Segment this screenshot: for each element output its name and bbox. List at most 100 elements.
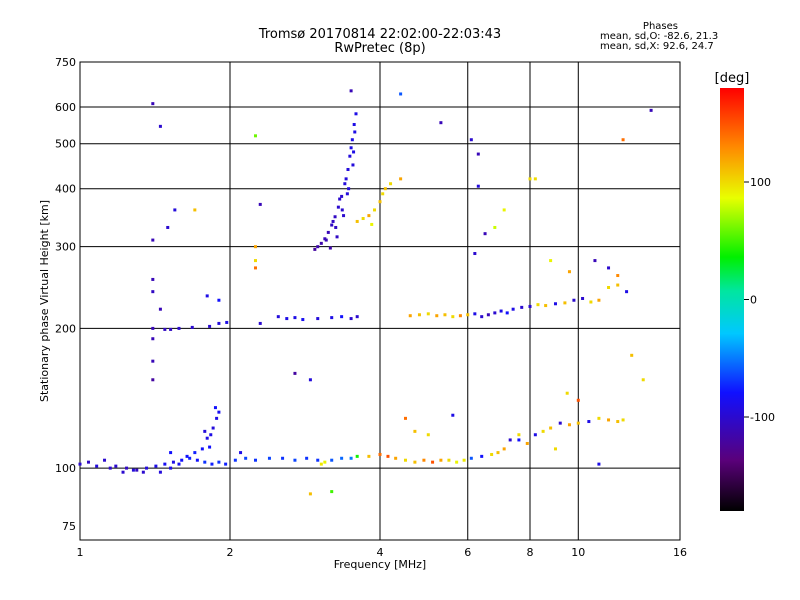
data-point — [217, 460, 221, 464]
data-point — [185, 454, 189, 458]
data-point — [319, 462, 323, 466]
data-point — [348, 154, 352, 158]
data-point — [496, 451, 500, 455]
data-point — [480, 454, 484, 458]
data-point — [439, 121, 443, 125]
data-point — [166, 225, 170, 229]
data-point — [505, 311, 509, 315]
data-point — [125, 466, 129, 470]
data-point — [151, 238, 155, 242]
data-point — [541, 429, 545, 433]
data-point — [330, 458, 334, 462]
data-point — [563, 301, 567, 305]
data-point — [355, 454, 359, 458]
y-tick-label: 100 — [55, 462, 76, 475]
data-point — [253, 134, 257, 138]
data-point — [517, 438, 521, 442]
x-tick-label: 6 — [464, 546, 471, 559]
data-point — [378, 200, 382, 204]
data-point — [330, 490, 334, 494]
data-point — [483, 232, 487, 236]
data-point — [253, 458, 257, 462]
data-point — [151, 359, 155, 363]
data-point — [308, 378, 312, 382]
data-point — [630, 353, 634, 357]
y-tick-label: 600 — [55, 101, 76, 114]
data-point — [188, 456, 192, 460]
phase-o-stats: mean, sd,O: -82.6, 21.3 — [600, 31, 719, 42]
data-point — [476, 184, 480, 188]
data-point — [340, 315, 344, 319]
y-tick-label: 300 — [55, 241, 76, 254]
data-point — [486, 313, 490, 317]
data-point — [336, 205, 340, 209]
data-point — [536, 303, 540, 307]
data-point — [217, 410, 221, 414]
data-point — [549, 426, 553, 430]
data-point — [316, 317, 320, 321]
data-point — [616, 283, 620, 287]
data-point — [455, 460, 459, 464]
data-point — [353, 130, 357, 134]
data-point — [305, 456, 309, 460]
chart-subtitle: RwPretec (8p) — [334, 41, 426, 56]
data-point — [533, 177, 537, 181]
data-point — [208, 324, 212, 328]
data-point — [473, 252, 477, 256]
data-point — [151, 290, 155, 294]
data-point — [151, 277, 155, 281]
data-point — [95, 464, 99, 468]
data-point — [225, 320, 229, 324]
data-point — [338, 197, 342, 201]
data-point — [293, 458, 297, 462]
data-point — [502, 447, 506, 451]
data-point — [86, 460, 90, 464]
data-point — [210, 462, 214, 466]
data-point — [324, 238, 328, 242]
colorbar-label: [deg] — [715, 71, 750, 86]
data-point — [253, 259, 257, 263]
data-point — [151, 102, 155, 106]
data-point — [373, 208, 377, 212]
data-point — [131, 468, 135, 472]
data-point — [233, 458, 237, 462]
data-point — [177, 326, 181, 330]
data-point — [239, 451, 243, 455]
data-point — [476, 152, 480, 156]
data-point — [169, 451, 173, 455]
x-axis-label: Frequency [MHz] — [334, 558, 426, 571]
data-point — [525, 441, 529, 445]
data-point — [443, 313, 447, 317]
colorbar-tick-label: -100 — [750, 411, 775, 424]
data-point — [607, 286, 611, 290]
data-point — [209, 433, 213, 437]
data-point — [621, 418, 625, 422]
x-tick-label: 2 — [227, 546, 234, 559]
data-point — [319, 241, 323, 245]
data-point — [354, 112, 358, 116]
data-point — [203, 460, 207, 464]
data-point — [344, 177, 348, 181]
data-point — [417, 313, 421, 317]
data-point — [422, 458, 426, 462]
data-point — [399, 177, 403, 181]
data-point — [211, 426, 215, 430]
phase-x-stats: mean, sd,X: 92.6, 24.7 — [600, 41, 714, 52]
data-point — [616, 274, 620, 278]
data-point — [469, 456, 473, 460]
data-point — [334, 225, 338, 229]
data-point — [576, 398, 580, 402]
data-point — [451, 315, 455, 319]
data-point — [154, 464, 158, 468]
data-point — [511, 307, 515, 311]
data-point — [383, 187, 387, 191]
data-point — [593, 259, 597, 263]
data-point — [361, 217, 365, 221]
data-point — [347, 187, 351, 191]
data-point — [469, 138, 473, 142]
data-point — [121, 470, 125, 474]
y-tick-label: 400 — [55, 183, 76, 196]
data-point — [508, 438, 512, 442]
data-point — [335, 235, 339, 239]
